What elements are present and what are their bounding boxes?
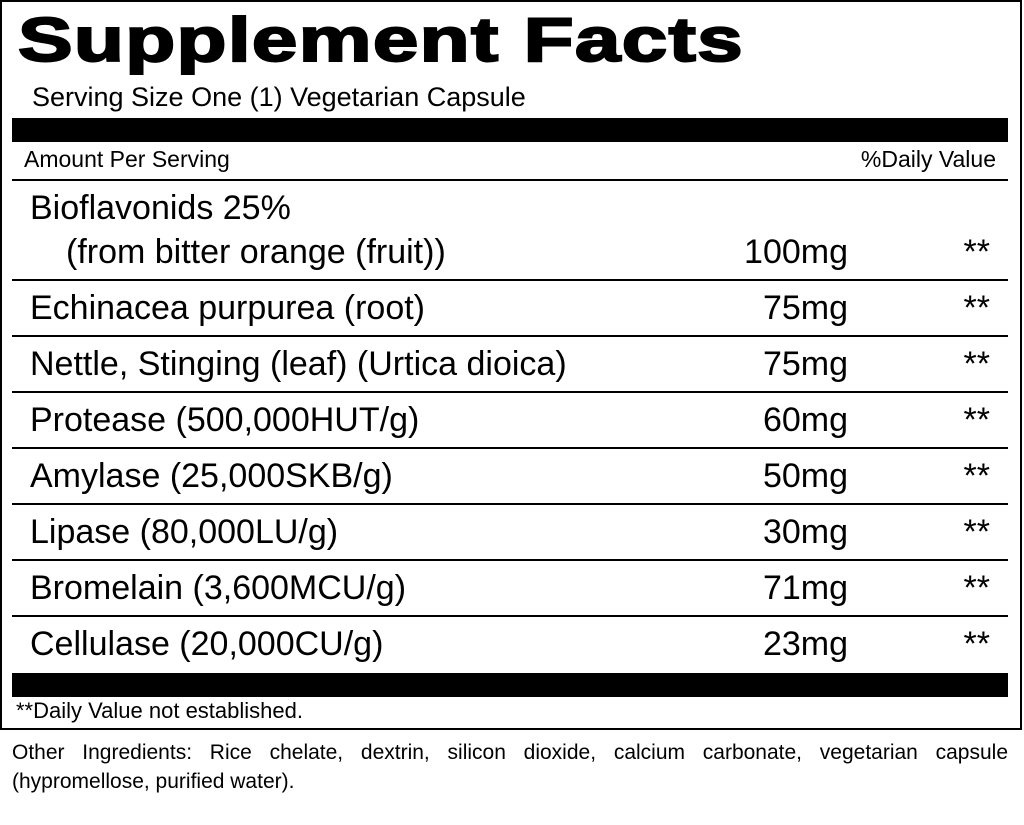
daily-value: ** xyxy=(963,569,990,607)
rule xyxy=(12,447,1008,449)
rule xyxy=(12,559,1008,561)
ingredient-source: (from bitter orange (fruit)) xyxy=(66,233,446,271)
serving-size: Serving Size One (1) Vegetarian Capsule xyxy=(32,82,526,112)
rule xyxy=(12,615,1008,617)
daily-value: ** xyxy=(963,457,990,495)
amount: 75mg xyxy=(762,289,848,327)
amount: 71mg xyxy=(762,569,848,607)
label-border xyxy=(0,0,1022,730)
rule xyxy=(12,391,1008,393)
ingredient-name: Nettle, Stinging (leaf) (Urtica dioica) xyxy=(30,345,567,383)
thick-rule xyxy=(12,673,1008,697)
ingredient-name: Cellulase (20,000CU/g) xyxy=(30,625,384,663)
daily-value-header: %Daily Value xyxy=(860,146,996,172)
amount-header: Amount Per Serving xyxy=(24,146,230,172)
amount: 50mg xyxy=(762,457,848,495)
amount: 75mg xyxy=(762,345,848,383)
daily-value: ** xyxy=(963,233,990,271)
ingredient-name: Lipase (80,000LU/g) xyxy=(30,513,339,551)
rule xyxy=(12,279,1008,281)
ingredient-name: Bioflavonids 25% xyxy=(30,189,291,227)
rule xyxy=(12,179,1008,181)
ingredient-name: Echinacea purpurea (root) xyxy=(30,289,426,327)
rule xyxy=(12,335,1008,337)
ingredient-name: Protease (500,000HUT/g) xyxy=(30,401,420,439)
daily-value: ** xyxy=(963,513,990,551)
ingredient-name: Amylase (25,000SKB/g) xyxy=(30,457,393,495)
daily-value: ** xyxy=(963,625,990,663)
other-ingredients: Other Ingredients: Rice chelate, dextrin… xyxy=(12,741,1008,793)
amount: 30mg xyxy=(762,513,848,551)
thick-rule xyxy=(12,118,1008,142)
title: Supplement Facts xyxy=(17,6,744,75)
rule xyxy=(12,503,1008,505)
amount: 100mg xyxy=(744,233,848,271)
daily-value: ** xyxy=(963,401,990,439)
amount: 23mg xyxy=(762,625,848,663)
footnote: **Daily Value not established. xyxy=(16,698,303,723)
daily-value: ** xyxy=(963,289,990,327)
ingredient-name: Bromelain (3,600MCU/g) xyxy=(30,569,407,607)
amount: 60mg xyxy=(762,401,848,439)
daily-value: ** xyxy=(963,345,990,383)
